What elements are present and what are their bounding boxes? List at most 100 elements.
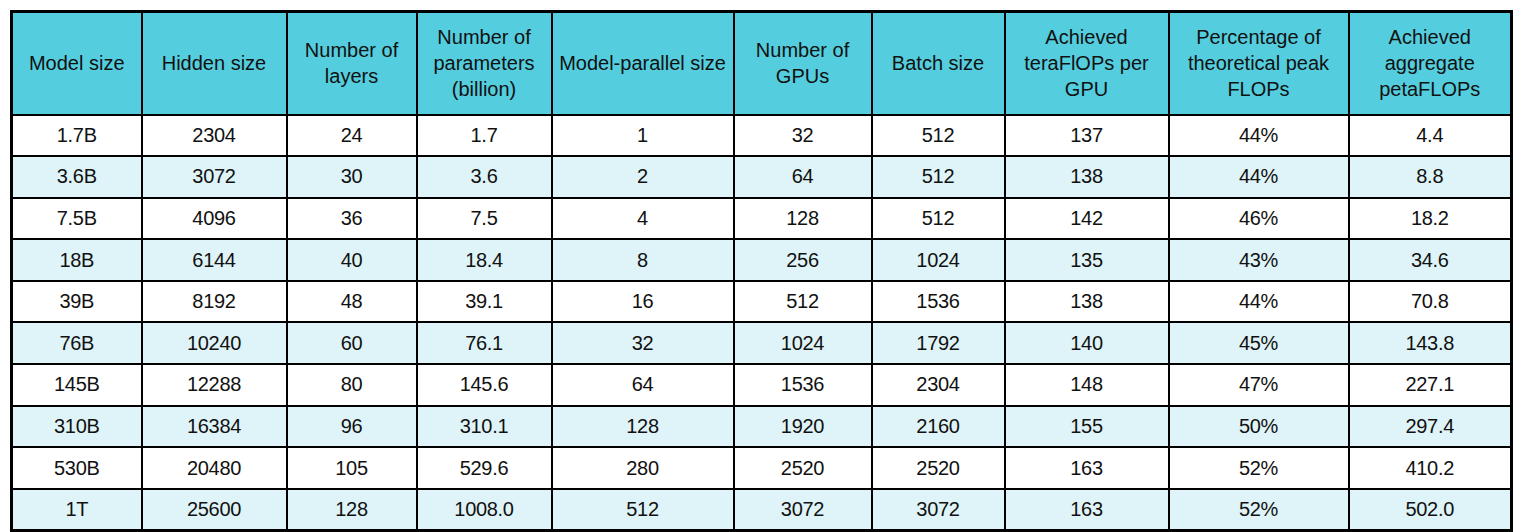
table-cell: 10240 bbox=[142, 322, 287, 364]
model-scaling-table: Model sizeHidden sizeNumber of layersNum… bbox=[10, 10, 1513, 532]
table-cell: 1T bbox=[12, 489, 142, 531]
table-cell: 310B bbox=[12, 406, 142, 448]
table-row: 3.6B3072303.626451213844%8.8 bbox=[12, 156, 1512, 198]
table-row: 18B61444018.48256102413543%34.6 bbox=[12, 239, 1512, 281]
table-cell: 3.6B bbox=[12, 156, 142, 198]
table-cell: 16 bbox=[552, 281, 734, 323]
header-cell: Model-parallel size bbox=[552, 12, 734, 115]
table-cell: 2304 bbox=[142, 115, 287, 157]
table-cell: 70.8 bbox=[1349, 281, 1512, 323]
table-cell: 36 bbox=[287, 198, 417, 240]
table-cell: 7.5B bbox=[12, 198, 142, 240]
header-cell: Batch size bbox=[872, 12, 1005, 115]
table-cell: 135 bbox=[1005, 239, 1169, 281]
table-cell: 1.7 bbox=[417, 115, 552, 157]
table-cell: 8.8 bbox=[1349, 156, 1512, 198]
table-cell: 18.4 bbox=[417, 239, 552, 281]
header-cell: Achieved aggregate petaFLOPs bbox=[1349, 12, 1512, 115]
table-cell: 155 bbox=[1005, 406, 1169, 448]
table-cell: 39B bbox=[12, 281, 142, 323]
header-cell: Hidden size bbox=[142, 12, 287, 115]
table-cell: 50% bbox=[1169, 406, 1349, 448]
table-cell: 410.2 bbox=[1349, 447, 1512, 489]
table-cell: 47% bbox=[1169, 364, 1349, 406]
table-cell: 8192 bbox=[142, 281, 287, 323]
table-cell: 502.0 bbox=[1349, 489, 1512, 531]
table-cell: 44% bbox=[1169, 281, 1349, 323]
table-cell: 1792 bbox=[872, 322, 1005, 364]
table-cell: 297.4 bbox=[1349, 406, 1512, 448]
table-cell: 512 bbox=[872, 115, 1005, 157]
table-cell: 138 bbox=[1005, 156, 1169, 198]
header-cell: Model size bbox=[12, 12, 142, 115]
table-cell: 30 bbox=[287, 156, 417, 198]
table-cell: 2304 bbox=[872, 364, 1005, 406]
table-cell: 512 bbox=[552, 489, 734, 531]
table-cell: 64 bbox=[552, 364, 734, 406]
table-cell: 145.6 bbox=[417, 364, 552, 406]
table-cell: 512 bbox=[872, 156, 1005, 198]
table-row: 76B102406076.1321024179214045%143.8 bbox=[12, 322, 1512, 364]
table-cell: 2520 bbox=[734, 447, 872, 489]
table-cell: 52% bbox=[1169, 447, 1349, 489]
table-cell: 128 bbox=[287, 489, 417, 531]
table-cell: 128 bbox=[734, 198, 872, 240]
table-cell: 310.1 bbox=[417, 406, 552, 448]
table-cell: 64 bbox=[734, 156, 872, 198]
table-cell: 1 bbox=[552, 115, 734, 157]
table-cell: 12288 bbox=[142, 364, 287, 406]
table-cell: 2160 bbox=[872, 406, 1005, 448]
table-cell: 2520 bbox=[872, 447, 1005, 489]
model-scaling-table-wrap: Model sizeHidden sizeNumber of layersNum… bbox=[10, 10, 1510, 529]
table-cell: 105 bbox=[287, 447, 417, 489]
table-cell: 40 bbox=[287, 239, 417, 281]
table-cell: 145B bbox=[12, 364, 142, 406]
table-header-row: Model sizeHidden sizeNumber of layersNum… bbox=[12, 12, 1512, 115]
table-cell: 143.8 bbox=[1349, 322, 1512, 364]
table-cell: 1536 bbox=[734, 364, 872, 406]
table-cell: 20480 bbox=[142, 447, 287, 489]
table-cell: 76.1 bbox=[417, 322, 552, 364]
table-row: 1.7B2304241.713251213744%4.4 bbox=[12, 115, 1512, 157]
header-cell: Achieved teraFlOPs per GPU bbox=[1005, 12, 1169, 115]
table-cell: 43% bbox=[1169, 239, 1349, 281]
table-cell: 60 bbox=[287, 322, 417, 364]
table-cell: 140 bbox=[1005, 322, 1169, 364]
table-cell: 1536 bbox=[872, 281, 1005, 323]
table-body: 1.7B2304241.713251213744%4.43.6B3072303.… bbox=[12, 115, 1512, 531]
table-cell: 32 bbox=[552, 322, 734, 364]
table-row: 530B20480105529.62802520252016352%410.2 bbox=[12, 447, 1512, 489]
table-cell: 530B bbox=[12, 447, 142, 489]
table-cell: 34.6 bbox=[1349, 239, 1512, 281]
table-cell: 39.1 bbox=[417, 281, 552, 323]
table-cell: 25600 bbox=[142, 489, 287, 531]
table-cell: 1.7B bbox=[12, 115, 142, 157]
header-cell: Number of layers bbox=[287, 12, 417, 115]
table-row: 310B1638496310.11281920216015550%297.4 bbox=[12, 406, 1512, 448]
header-cell: Number of parameters (billion) bbox=[417, 12, 552, 115]
table-cell: 4 bbox=[552, 198, 734, 240]
table-cell: 96 bbox=[287, 406, 417, 448]
header-cell: Percentage of theoretical peak FLOPs bbox=[1169, 12, 1349, 115]
table-cell: 18B bbox=[12, 239, 142, 281]
table-cell: 76B bbox=[12, 322, 142, 364]
table-cell: 24 bbox=[287, 115, 417, 157]
table-cell: 44% bbox=[1169, 156, 1349, 198]
table-row: 7.5B4096367.5412851214246%18.2 bbox=[12, 198, 1512, 240]
table-cell: 7.5 bbox=[417, 198, 552, 240]
table-cell: 6144 bbox=[142, 239, 287, 281]
table-cell: 3072 bbox=[734, 489, 872, 531]
table-cell: 3072 bbox=[142, 156, 287, 198]
table-cell: 138 bbox=[1005, 281, 1169, 323]
table-cell: 18.2 bbox=[1349, 198, 1512, 240]
table-header: Model sizeHidden sizeNumber of layersNum… bbox=[12, 12, 1512, 115]
table-cell: 52% bbox=[1169, 489, 1349, 531]
table-cell: 227.1 bbox=[1349, 364, 1512, 406]
table-cell: 80 bbox=[287, 364, 417, 406]
table-cell: 163 bbox=[1005, 489, 1169, 531]
table-cell: 148 bbox=[1005, 364, 1169, 406]
table-cell: 3072 bbox=[872, 489, 1005, 531]
table-cell: 4.4 bbox=[1349, 115, 1512, 157]
table-cell: 1024 bbox=[734, 322, 872, 364]
table-cell: 46% bbox=[1169, 198, 1349, 240]
